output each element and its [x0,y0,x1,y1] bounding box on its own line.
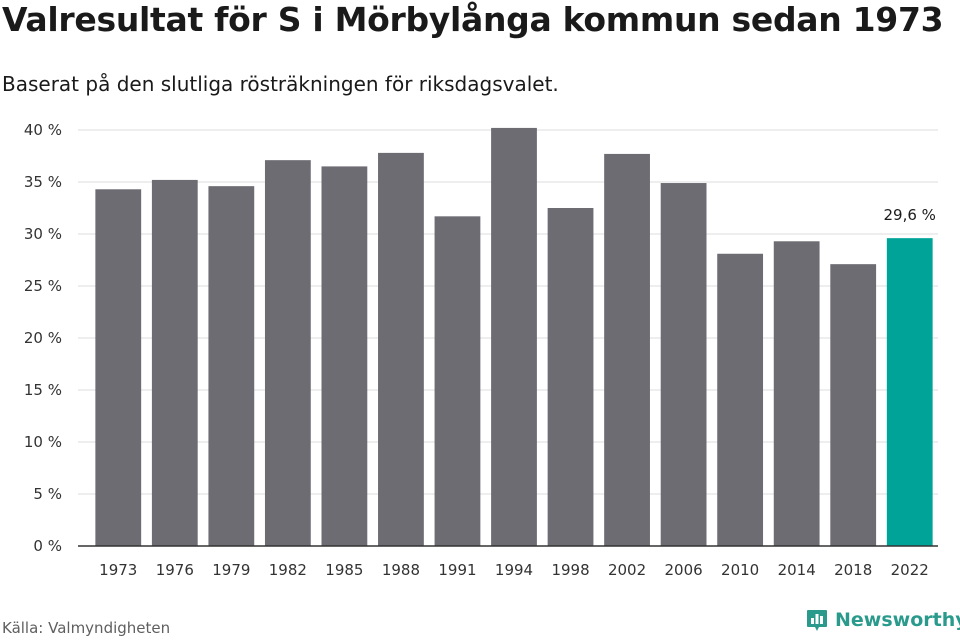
x-tick-label: 2018 [834,561,872,579]
bar-1976 [151,179,198,547]
x-tick-label: 2010 [721,561,759,579]
bar-2006 [660,183,707,547]
bar-1979 [208,186,255,546]
x-tick-label: 1985 [325,561,363,579]
x-tick-label: 1998 [551,561,589,579]
bar-1982 [264,160,311,546]
bar-2022 [886,238,933,546]
y-tick-label: 25 % [24,277,62,295]
x-tick-label: 2006 [665,561,703,579]
bar-1991 [434,216,481,546]
x-tick-label: 2014 [778,561,816,579]
x-tick-label: 1994 [495,561,533,579]
y-tick-label: 0 % [33,537,62,555]
bar-2018 [830,264,877,546]
bar-2002 [604,153,650,547]
y-tick-label: 15 % [24,381,62,399]
chart-title: Valresultat för S i Mörbylånga kommun se… [2,0,944,39]
data-label: 29,6 % [884,206,936,224]
y-tick-label: 35 % [24,173,62,191]
bar-1988 [378,152,424,546]
y-tick-label: 10 % [24,433,62,451]
x-tick-label: 1979 [212,561,250,579]
x-axis-ticks: 1973 1976 1979 1982 1985 1988 1991 1994 1998 2002… [99,561,929,579]
bar-2010 [717,253,764,546]
x-tick-label: 1973 [99,561,137,579]
newsworthy-logo-icon [807,610,827,631]
brand-name: Newsworthy [835,609,960,631]
x-tick-label: 2002 [608,561,646,579]
bars [95,127,933,547]
y-axis-ticks: 0 % 5 % 10 % 15 % 20 % 25 % 30 % 35 % 40 % [24,121,62,555]
x-tick-label: 2022 [891,561,929,579]
bar-1973 [95,189,142,546]
data-labels: 29,6 % [884,206,936,224]
x-tick-label: 1982 [269,561,307,579]
bar-chart: 0 %5 %10 %15 %20 %25 %30 %35 %40 % 1973 1… [24,121,938,579]
source-note: Källa: Valmyndigheten [2,619,171,637]
bar-1985 [321,166,368,546]
bar-1998 [547,208,594,546]
x-tick-label: 1988 [382,561,420,579]
bar-1994 [491,127,537,547]
bar-2014 [773,241,820,546]
chart-subtitle: Baserat på den slutliga rösträkningen fö… [2,72,559,96]
x-tick-label: 1991 [438,561,476,579]
y-tick-label: 5 % [33,485,62,503]
y-tick-label: 30 % [24,225,62,243]
y-tick-label: 20 % [24,329,62,347]
x-tick-label: 1976 [156,561,194,579]
y-tick-label: 40 % [24,121,62,139]
newsworthy-logo: Newsworthy [805,608,960,632]
